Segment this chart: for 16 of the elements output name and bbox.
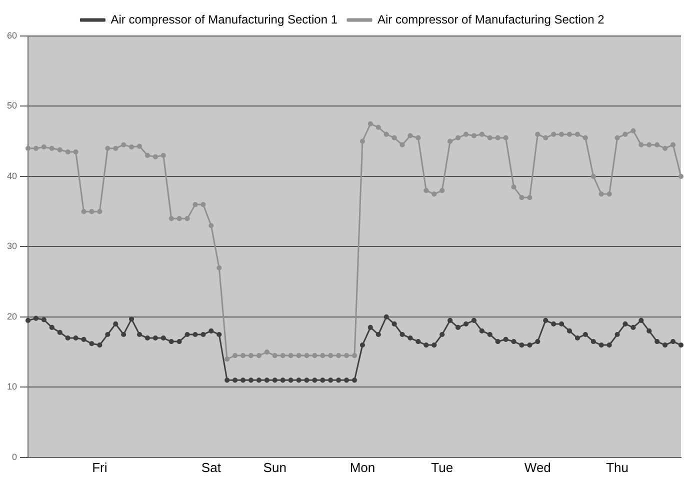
y-tick-label: 30 [6,241,18,252]
x-tick-label: Thu [606,460,628,475]
x-tick-label: Sat [201,460,222,475]
x-tick-label: Mon [350,460,376,475]
y-tick-label: 40 [6,170,18,181]
x-tick-label: Tue [431,460,454,475]
legend-label: Air compressor of Manufacturing Section 1 [110,12,338,26]
y-tick-label: 10 [6,382,18,392]
x-tick-label: Sun [263,460,286,475]
y-tick-label: 20 [6,311,18,322]
x-tick-label: Wed [524,460,551,475]
y-tick-label: 60 [6,30,18,40]
y-tick-label: 0 [12,452,18,462]
x-tick-label: Fri [92,460,108,475]
legend-label: Air compressor of Manufacturing Section 2 [378,12,605,26]
y-tick-label: 50 [6,100,18,111]
